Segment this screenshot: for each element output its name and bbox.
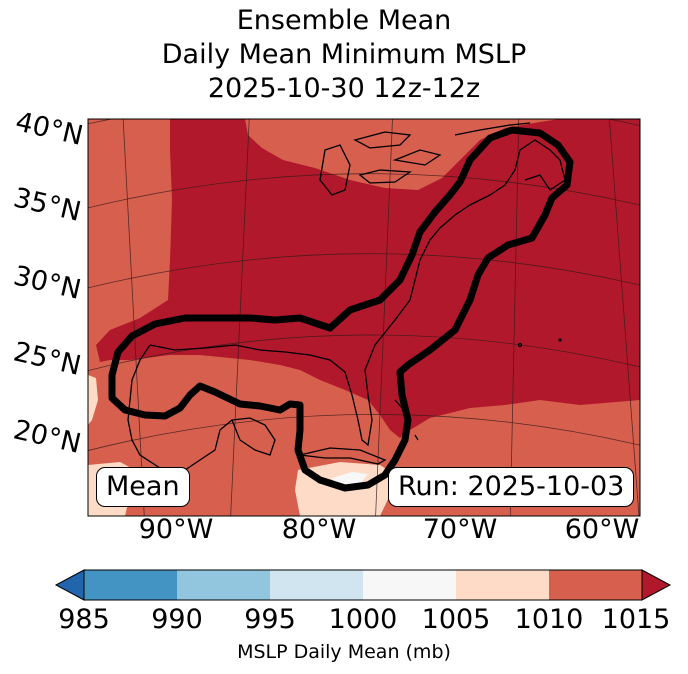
colorbar-segment-990 <box>177 570 271 600</box>
colorbar-segment-1010 <box>549 570 643 600</box>
mean-label-box: Mean <box>96 467 190 507</box>
contour-outline <box>108 126 574 492</box>
title-line-3: 2025-10-30 12z-12z <box>207 73 481 104</box>
colorbar-tick-1005: 1005 <box>421 604 491 635</box>
colorbar-tick-990: 990 <box>151 604 203 635</box>
colorbar-extend-low <box>54 569 85 601</box>
field-1015 <box>96 119 640 438</box>
lon-label-70w: 70°W <box>422 514 498 545</box>
lon-label-90w: 90°W <box>138 514 214 545</box>
colorbar-extend-high <box>641 569 672 601</box>
coastlines <box>127 122 566 471</box>
colorbar-tick-985: 985 <box>58 604 110 635</box>
colorbar-tick-1010: 1010 <box>514 604 584 635</box>
chart-title: Ensemble Mean Daily Mean Minimum MSLP 20… <box>0 4 688 106</box>
lon-label-60w: 60°W <box>564 514 640 545</box>
colorbar-label: MSLP Daily Mean (mb) <box>237 641 451 663</box>
colorbar-tick-1015: 1015 <box>601 604 671 635</box>
colorbar-segment-985 <box>84 570 178 600</box>
title-line-2: Daily Mean Minimum MSLP <box>161 39 527 70</box>
field-1000-cuba <box>332 472 368 486</box>
map-frame <box>87 118 641 517</box>
lon-label-80w: 80°W <box>281 514 357 545</box>
field-1005-west <box>88 375 98 425</box>
run-date-box: Run: 2025-10-03 <box>388 467 635 507</box>
colorbar-segment-1005 <box>456 570 550 600</box>
colorbar-tick-995: 995 <box>244 604 296 635</box>
title-line-1: Ensemble Mean <box>236 5 452 36</box>
colorbar-segment-995 <box>270 570 364 600</box>
colorbar-tick-1000: 1000 <box>328 604 398 635</box>
colorbar-segment-1000 <box>363 570 457 600</box>
